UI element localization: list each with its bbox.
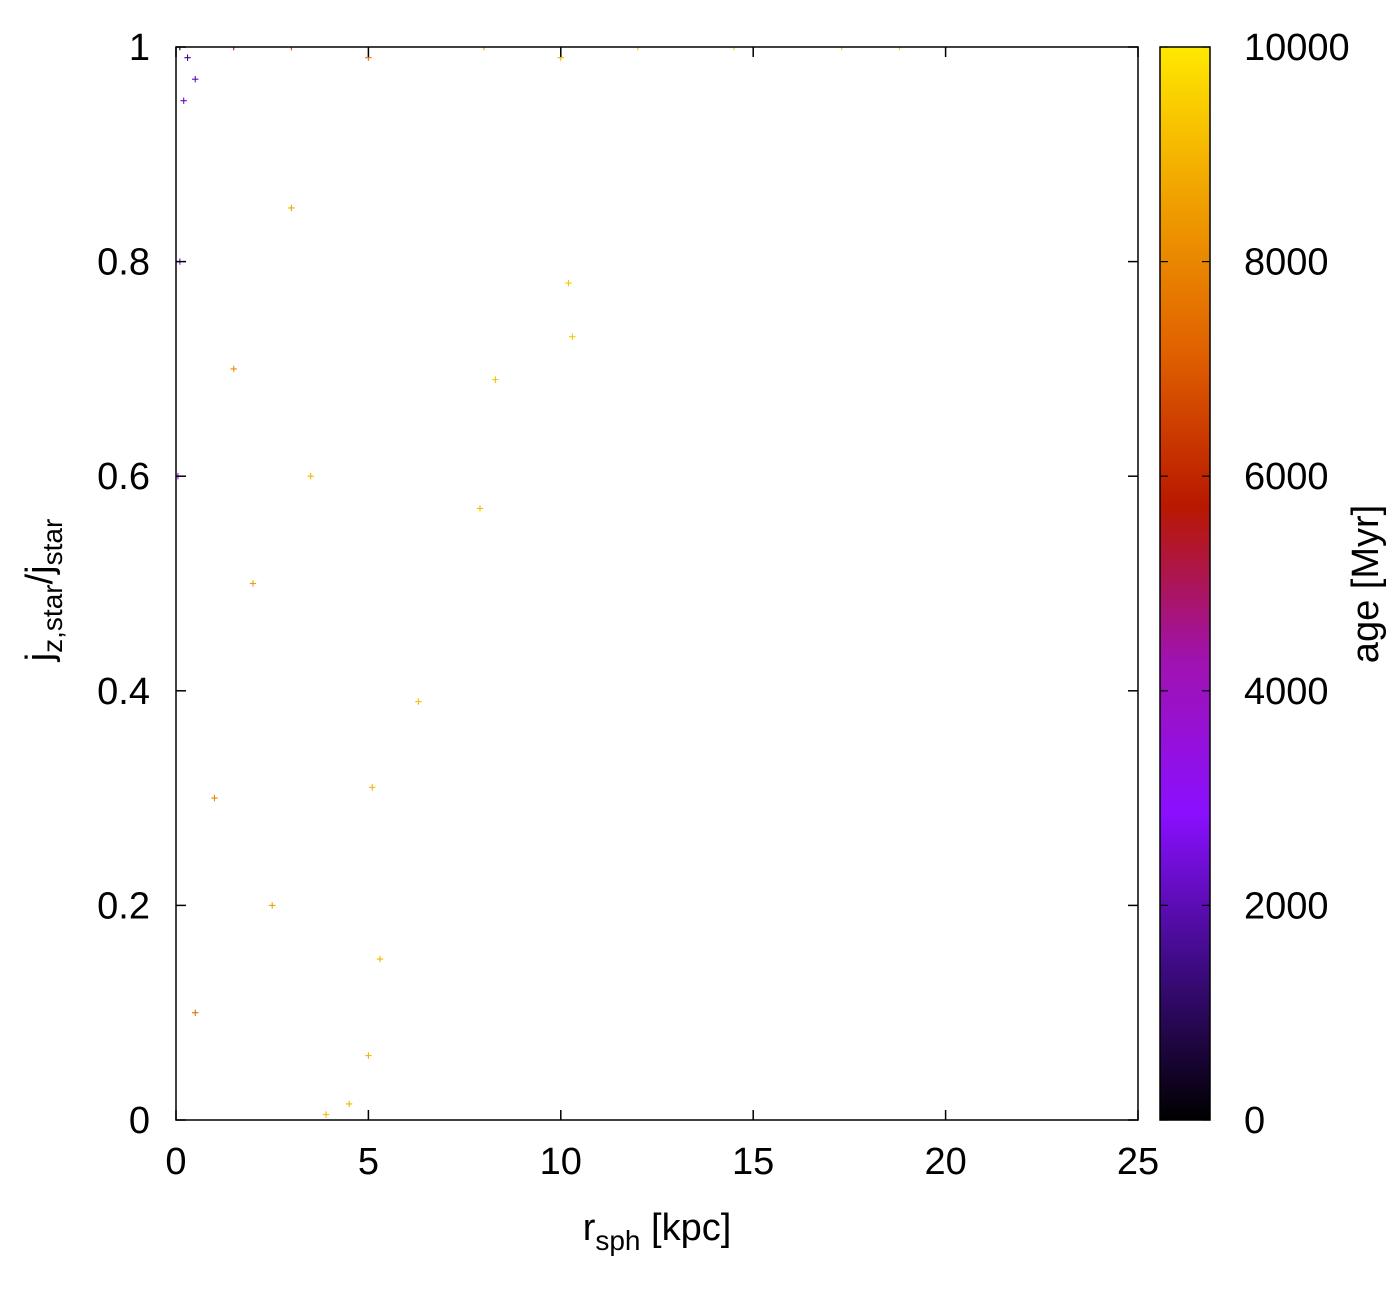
y-tick-label: 0.2 bbox=[97, 885, 150, 927]
colorbar-tick-label: 8000 bbox=[1244, 242, 1329, 284]
scatter-point bbox=[230, 47, 237, 51]
scatter-point bbox=[192, 75, 199, 83]
scatter-point bbox=[569, 333, 576, 340]
scatter-points bbox=[176, 47, 903, 1118]
scatter-point bbox=[269, 902, 276, 909]
y-tick-label: 0.4 bbox=[97, 671, 150, 713]
scatter-point bbox=[230, 365, 237, 373]
scatter-point bbox=[376, 955, 384, 963]
scatter-point bbox=[192, 1009, 199, 1016]
x-axis-label: rsph [kpc] bbox=[583, 1207, 732, 1256]
x-tick-label: 5 bbox=[358, 1141, 379, 1183]
scatter-point bbox=[565, 279, 572, 287]
y-tick-label: 0.6 bbox=[97, 456, 150, 498]
scatter-point bbox=[415, 698, 422, 705]
y-tick-label: 0 bbox=[129, 1100, 150, 1142]
y-axis-ticks: 0 0.2 0.4 0.6 0.8 1 bbox=[97, 27, 1138, 1142]
scatter-point bbox=[896, 47, 903, 51]
y-axis-label: jz,star/jstar bbox=[19, 519, 68, 663]
colorbar-tick-label: 6000 bbox=[1244, 456, 1329, 498]
scatter-point bbox=[211, 794, 218, 802]
scatter-point bbox=[365, 1052, 372, 1059]
scatter-point bbox=[249, 580, 257, 587]
scatter-point bbox=[492, 376, 499, 383]
x-tick-label: 25 bbox=[1117, 1141, 1159, 1183]
x-tick-label: 10 bbox=[540, 1141, 582, 1183]
scatter-point bbox=[180, 97, 187, 104]
scatter-point bbox=[176, 47, 184, 51]
scatter-point bbox=[730, 47, 738, 51]
scatter-point bbox=[288, 204, 295, 212]
x-axis-ticks: 0 5 10 15 20 25 bbox=[165, 47, 1159, 1183]
y-tick-label: 1 bbox=[129, 27, 150, 69]
x-tick-label: 15 bbox=[732, 1141, 774, 1183]
colorbar bbox=[1159, 46, 1211, 1121]
colorbar-tick-label: 0 bbox=[1244, 1100, 1265, 1142]
y-tick-label: 0.8 bbox=[97, 242, 150, 284]
scatter-point bbox=[480, 47, 488, 51]
colorbar-label: age [Myr] bbox=[1345, 505, 1387, 663]
scatter-point bbox=[307, 473, 314, 480]
scatter-point bbox=[838, 47, 845, 51]
colorbar-tick-label: 10000 bbox=[1244, 27, 1350, 69]
scatter-point bbox=[322, 1111, 330, 1118]
x-tick-label: 0 bbox=[165, 1141, 186, 1183]
colorbar-tick-label: 2000 bbox=[1244, 885, 1329, 927]
scatter-point bbox=[476, 505, 484, 512]
scatter-point bbox=[634, 47, 641, 51]
colorbar-tick-label: 4000 bbox=[1244, 671, 1329, 713]
plot-frame bbox=[175, 46, 1139, 1121]
x-tick-label: 20 bbox=[924, 1141, 966, 1183]
colorbar-ticks: 0 2000 4000 6000 8000 10000 bbox=[1160, 27, 1350, 1142]
scatter-point bbox=[369, 784, 376, 791]
scatter-point bbox=[184, 54, 191, 61]
scatter-point bbox=[345, 1100, 353, 1108]
scatter-point bbox=[288, 47, 295, 51]
